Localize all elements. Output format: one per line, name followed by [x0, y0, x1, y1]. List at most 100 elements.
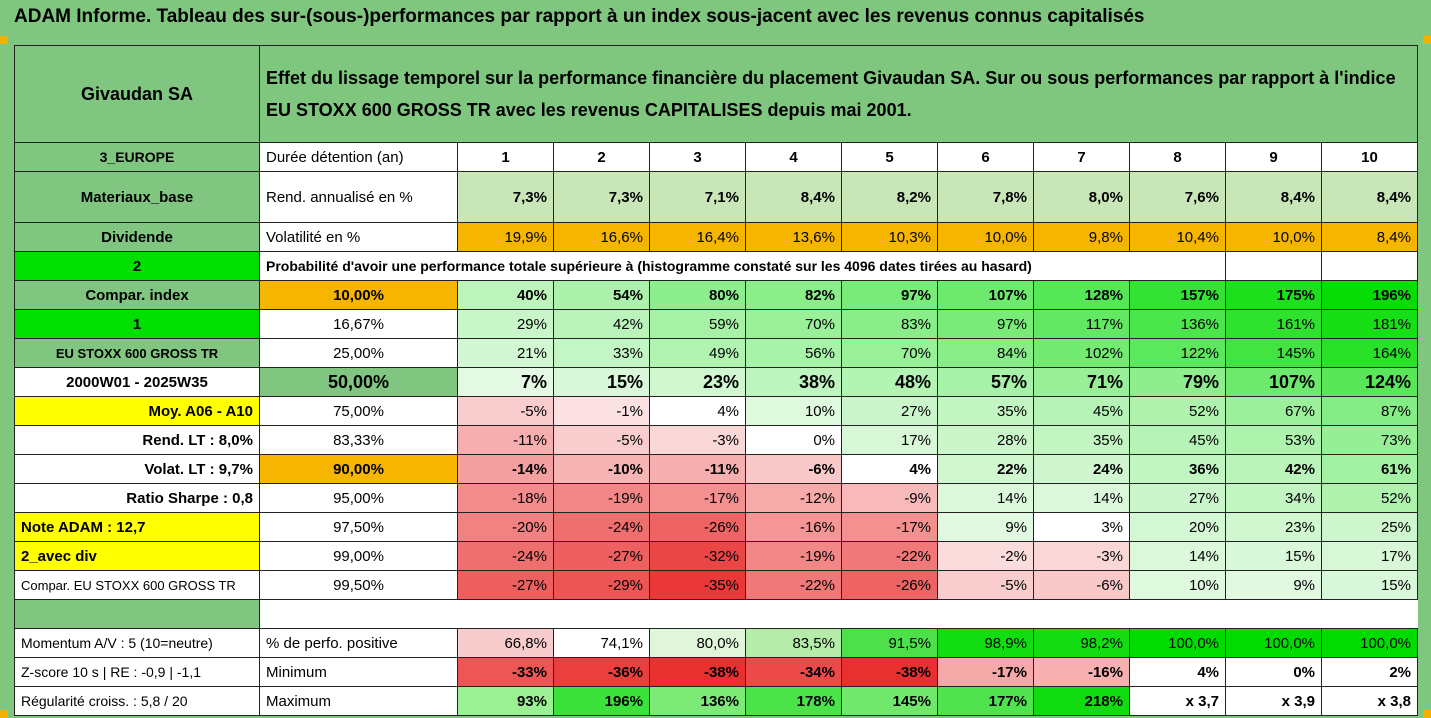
- prob-value-cell: 61%: [1321, 454, 1418, 484]
- pct-pos-cell: 66,8%: [457, 628, 554, 658]
- prob-value-cell: 181%: [1321, 309, 1418, 339]
- prob-value-cell: -3%: [649, 425, 746, 455]
- pct-pos-cell: 98,9%: [937, 628, 1034, 658]
- prob-value-cell: -35%: [649, 570, 746, 600]
- prob-value-cell: 87%: [1321, 396, 1418, 426]
- prob-value-cell: 67%: [1225, 396, 1322, 426]
- index-name-label: EU STOXX 600 GROSS TR: [14, 338, 260, 368]
- dividende-label: Dividende: [14, 222, 260, 252]
- value-one: 1: [14, 309, 260, 339]
- zscore-label: Z-score 10 s | RE : -0,9 | -1,1: [14, 657, 260, 687]
- rend-cell: 8,4%: [1321, 171, 1418, 223]
- max-cell: x 3,9: [1225, 686, 1322, 716]
- max-cell: x 3,7: [1129, 686, 1226, 716]
- prob-value-cell: 3%: [1033, 512, 1130, 542]
- prob-value-cell: 52%: [1129, 396, 1226, 426]
- max-cell: 145%: [841, 686, 938, 716]
- rend-cell: 8,0%: [1033, 171, 1130, 223]
- prob-value-cell: 33%: [553, 338, 650, 368]
- prob-value-cell: -19%: [745, 541, 842, 571]
- vol-cell: 13,6%: [745, 222, 842, 252]
- year-header: 9: [1225, 142, 1322, 172]
- percentile-cell: 83,33%: [259, 425, 458, 455]
- prob-value-cell: 83%: [841, 309, 938, 339]
- prob-value-cell: 70%: [841, 338, 938, 368]
- prob-value-cell: 157%: [1129, 280, 1226, 310]
- pct-pos-cell: 100,0%: [1129, 628, 1226, 658]
- prob-value-cell: -24%: [553, 512, 650, 542]
- prob-value-cell: 102%: [1033, 338, 1130, 368]
- prob-value-cell: 34%: [1225, 483, 1322, 513]
- compar-stoxx-label: Compar. EU STOXX 600 GROSS TR: [14, 570, 260, 600]
- note-adam-label: Note ADAM : 12,7: [14, 512, 260, 542]
- prob-value-cell: 107%: [937, 280, 1034, 310]
- min-cell: -16%: [1033, 657, 1130, 687]
- percentile-cell: 99,00%: [259, 541, 458, 571]
- blank-cell: [1225, 251, 1322, 281]
- pct-pos-cell: 74,1%: [553, 628, 650, 658]
- prob-value-cell: 52%: [1321, 483, 1418, 513]
- year-header: 4: [745, 142, 842, 172]
- prob-value-cell: -6%: [1033, 570, 1130, 600]
- pct-pos-cell: 83,5%: [745, 628, 842, 658]
- prob-value-cell: 17%: [841, 425, 938, 455]
- prob-value-cell: -2%: [937, 541, 1034, 571]
- prob-value-cell: 23%: [1225, 512, 1322, 542]
- prob-value-cell: -11%: [649, 454, 746, 484]
- min-cell: -34%: [745, 657, 842, 687]
- prob-value-cell: 14%: [937, 483, 1034, 513]
- prob-value-cell: 128%: [1033, 280, 1130, 310]
- rend-label: Rend. annualisé en %: [259, 171, 458, 223]
- rend-cell: 7,8%: [937, 171, 1034, 223]
- prob-value-cell: 73%: [1321, 425, 1418, 455]
- prob-value-cell: 14%: [1129, 541, 1226, 571]
- region-label: 3_EUROPE: [14, 142, 260, 172]
- prob-value-cell: -5%: [553, 425, 650, 455]
- rend-cell: 7,6%: [1129, 171, 1226, 223]
- year-header: 7: [1033, 142, 1130, 172]
- year-header: 5: [841, 142, 938, 172]
- prob-value-cell: -6%: [745, 454, 842, 484]
- prob-value-cell: 117%: [1033, 309, 1130, 339]
- prob-value-cell: 84%: [937, 338, 1034, 368]
- prob-value-cell: -18%: [457, 483, 554, 513]
- prob-value-cell: -26%: [841, 570, 938, 600]
- prob-value-cell: -16%: [745, 512, 842, 542]
- prob-value-cell: 0%: [745, 425, 842, 455]
- vol-cell: 16,6%: [553, 222, 650, 252]
- prob-value-cell: 136%: [1129, 309, 1226, 339]
- performance-table: Givaudan SA Effet du lissage temporel su…: [14, 45, 1418, 716]
- period-label: 2000W01 - 2025W35: [14, 367, 260, 397]
- prob-value-cell: 10%: [745, 396, 842, 426]
- percentile-cell: 95,00%: [259, 483, 458, 513]
- prob-value-cell: 38%: [745, 367, 842, 397]
- max-cell: x 3,8: [1321, 686, 1418, 716]
- rend-cell: 8,4%: [1225, 171, 1322, 223]
- year-header: 2: [553, 142, 650, 172]
- prob-value-cell: 40%: [457, 280, 554, 310]
- prob-value-cell: 82%: [745, 280, 842, 310]
- min-cell: 4%: [1129, 657, 1226, 687]
- year-header: 1: [457, 142, 554, 172]
- prob-value-cell: 20%: [1129, 512, 1226, 542]
- sharpe-label: Ratio Sharpe : 0,8: [14, 483, 260, 513]
- rend-cell: 7,3%: [553, 171, 650, 223]
- prob-value-cell: 80%: [649, 280, 746, 310]
- prob-value-cell: 97%: [937, 309, 1034, 339]
- prob-value-cell: 24%: [1033, 454, 1130, 484]
- prob-value-cell: 164%: [1321, 338, 1418, 368]
- min-cell: 2%: [1321, 657, 1418, 687]
- prob-value-cell: 48%: [841, 367, 938, 397]
- prob-value-cell: 57%: [937, 367, 1034, 397]
- corner-marker: [0, 710, 8, 718]
- prob-value-cell: 25%: [1321, 512, 1418, 542]
- prob-value-cell: 42%: [553, 309, 650, 339]
- title-bar: ADAM Informe. Tableau des sur-(sous-)per…: [0, 0, 1431, 36]
- div-mode-label: 2_avec div: [14, 541, 260, 571]
- prob-value-cell: -17%: [649, 483, 746, 513]
- prob-value-cell: 145%: [1225, 338, 1322, 368]
- pct-pos-cell: 100,0%: [1321, 628, 1418, 658]
- prob-value-cell: 15%: [1321, 570, 1418, 600]
- percentile-cell: 97,50%: [259, 512, 458, 542]
- max-label: Maximum: [259, 686, 458, 716]
